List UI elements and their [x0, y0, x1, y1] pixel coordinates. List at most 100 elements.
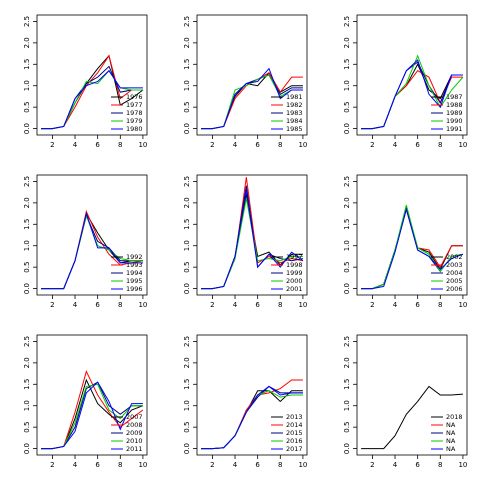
legend-label: 2014: [286, 421, 303, 429]
y-tick-label: 1.5: [183, 59, 191, 70]
x-tick-label: 8: [118, 461, 122, 469]
legend-label: 1997: [286, 253, 303, 261]
legend-label: 1999: [286, 269, 303, 277]
y-tick-label: 0.0: [343, 283, 351, 294]
y-tick-label: 0.0: [183, 443, 191, 454]
y-tick-label: 2.0: [23, 37, 31, 48]
legend-label: 1987: [446, 93, 463, 101]
x-tick-label: 8: [278, 461, 282, 469]
plot-frame: [36, 174, 148, 296]
plot-frame: [356, 174, 468, 296]
x-tick-label: 2: [370, 461, 374, 469]
legend-label: 2006: [446, 285, 463, 293]
y-tick-label: 0.0: [23, 283, 31, 294]
y-tick-label: 2.0: [183, 197, 191, 208]
legend-label: 1982: [286, 101, 303, 109]
legend-label: NA: [446, 445, 456, 453]
y-tick-label: 1.0: [23, 400, 31, 411]
legend-label: 2016: [286, 437, 303, 445]
x-tick-label: 2: [210, 461, 214, 469]
legend-label: 1993: [126, 261, 143, 269]
y-tick-label: 1.0: [23, 240, 31, 251]
y-tick-label: 1.0: [183, 400, 191, 411]
y-tick-label: 0.5: [183, 102, 191, 113]
x-tick-label: 10: [458, 141, 467, 149]
x-tick-label: 10: [298, 301, 307, 309]
legend-label: 1979: [126, 117, 143, 125]
legend-label: NA: [446, 437, 456, 445]
x-tick-label: 6: [95, 461, 100, 469]
data-line: [41, 381, 143, 450]
x-tick-label: 4: [73, 141, 78, 149]
y-tick-label: 1.0: [343, 240, 351, 251]
y-tick-label: 2.5: [183, 16, 191, 27]
legend-label: NA: [446, 421, 456, 429]
legend-label: 2005: [446, 277, 463, 285]
legend-label: 1992: [126, 253, 143, 261]
plot-frame: [36, 334, 148, 456]
x-tick-label: 4: [73, 301, 78, 309]
y-tick-label: 1.0: [23, 80, 31, 91]
legend-label: 1996: [126, 285, 143, 293]
data-line: [41, 211, 143, 290]
x-tick-label: 8: [278, 301, 282, 309]
y-tick-label: 0.5: [183, 422, 191, 433]
y-tick-label: 2.5: [343, 16, 351, 27]
y-tick-label: 0.0: [183, 123, 191, 134]
legend-label: 2000: [286, 277, 303, 285]
plot-frame: [196, 14, 308, 136]
y-tick-label: 1.5: [183, 219, 191, 230]
plot-frame: [356, 14, 468, 136]
y-tick-label: 1.5: [23, 219, 31, 230]
legend-label: 1978: [126, 109, 143, 117]
x-tick-label: 2: [210, 301, 214, 309]
y-tick-label: 2.0: [183, 357, 191, 368]
x-tick-label: 2: [50, 141, 54, 149]
y-tick-label: 2.0: [23, 197, 31, 208]
x-tick-label: 4: [73, 461, 78, 469]
x-tick-label: 8: [438, 301, 442, 309]
y-tick-label: 2.0: [183, 37, 191, 48]
y-tick-label: 2.0: [343, 357, 351, 368]
legend-label: 2018: [446, 413, 463, 421]
y-tick-label: 0.0: [183, 283, 191, 294]
x-tick-label: 8: [118, 301, 122, 309]
legend-label: 1976: [126, 93, 143, 101]
x-tick-label: 8: [278, 141, 282, 149]
x-tick-label: 10: [138, 301, 147, 309]
legend-label: 2002: [446, 253, 463, 261]
x-tick-label: 4: [393, 141, 398, 149]
y-tick-label: 2.0: [343, 197, 351, 208]
legend-label: 1981: [286, 93, 303, 101]
y-tick-label: 2.5: [343, 336, 351, 347]
y-tick-label: 1.5: [343, 59, 351, 70]
y-tick-label: 1.5: [343, 219, 351, 230]
y-tick-label: 1.5: [183, 379, 191, 390]
legend-label: 2007: [126, 413, 143, 421]
y-tick-label: 0.5: [23, 262, 31, 273]
legend-label: 2009: [126, 429, 143, 437]
legend-label: 1991: [446, 125, 463, 133]
x-tick-label: 8: [438, 461, 442, 469]
legend-label: 1988: [446, 101, 463, 109]
x-tick-label: 2: [370, 301, 374, 309]
y-tick-label: 0.5: [23, 102, 31, 113]
x-tick-label: 2: [50, 301, 54, 309]
y-tick-label: 0.0: [343, 443, 351, 454]
legend-label: 1977: [126, 101, 143, 109]
x-tick-label: 10: [458, 301, 467, 309]
legend-label: 1990: [446, 117, 463, 125]
x-tick-label: 4: [393, 301, 398, 309]
x-tick-label: 10: [138, 141, 147, 149]
plot-frame: [356, 334, 468, 456]
y-tick-label: 1.0: [183, 80, 191, 91]
x-tick-label: 10: [138, 461, 147, 469]
y-tick-label: 0.0: [23, 443, 31, 454]
x-tick-label: 8: [118, 141, 122, 149]
y-tick-label: 1.0: [183, 240, 191, 251]
legend-label: 2017: [286, 445, 303, 453]
y-tick-label: 0.5: [343, 102, 351, 113]
x-tick-label: 6: [255, 301, 260, 309]
x-tick-label: 6: [415, 301, 420, 309]
